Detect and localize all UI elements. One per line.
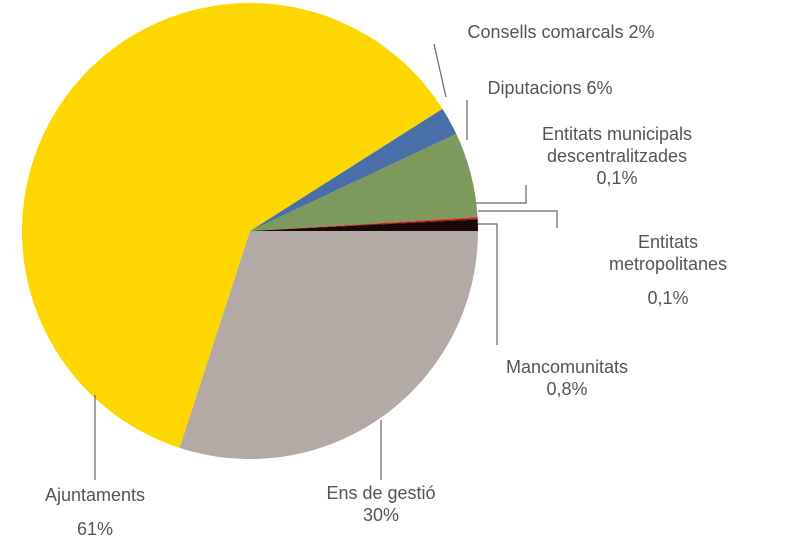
- pie-slice: [250, 133, 478, 231]
- value-label: 30%: [362, 505, 400, 525]
- leader-line: [476, 185, 527, 204]
- leader-line: [478, 223, 498, 345]
- slice-label: Ajuntaments 61%: [45, 484, 145, 540]
- category-label: Ajuntaments: [44, 485, 146, 505]
- value-label: 61%: [76, 519, 114, 539]
- category-label: Diputacions: [487, 78, 582, 98]
- value-label: 0,8%: [546, 379, 588, 399]
- pie-slice: [22, 2, 443, 448]
- pie-slice: [250, 216, 478, 231]
- slice-label: Entitats municipals descentralitzades 0,1…: [517, 123, 717, 189]
- value-label: 6%: [586, 78, 613, 98]
- leader-line: [433, 43, 447, 98]
- category-label: Ens de gestió: [326, 483, 436, 503]
- value-label: 0,1%: [596, 168, 638, 188]
- slice-label: Ens de gestió 30%: [326, 482, 435, 526]
- slice-label: Mancomunitats 0,8%: [506, 356, 628, 400]
- slice-label: Consells comarcals 2%: [467, 21, 654, 43]
- slice-label: Entitats metropolitanes 0,1%: [599, 231, 737, 309]
- pie-slice: [179, 231, 478, 459]
- pie-slice: [250, 108, 457, 231]
- category-label: Entitats municipals descentralitzades: [541, 124, 693, 166]
- pie-slice: [250, 219, 478, 231]
- value-label: 2%: [628, 22, 655, 42]
- leader-line: [478, 210, 558, 228]
- slice-label: Diputacions 6%: [487, 77, 612, 99]
- pie-slice: [250, 218, 478, 231]
- value-label: 0,1%: [647, 288, 689, 308]
- category-label: Mancomunitats: [505, 357, 629, 377]
- category-label: Consells comarcals: [467, 22, 624, 42]
- category-label: Entitats metropolitanes: [608, 232, 728, 274]
